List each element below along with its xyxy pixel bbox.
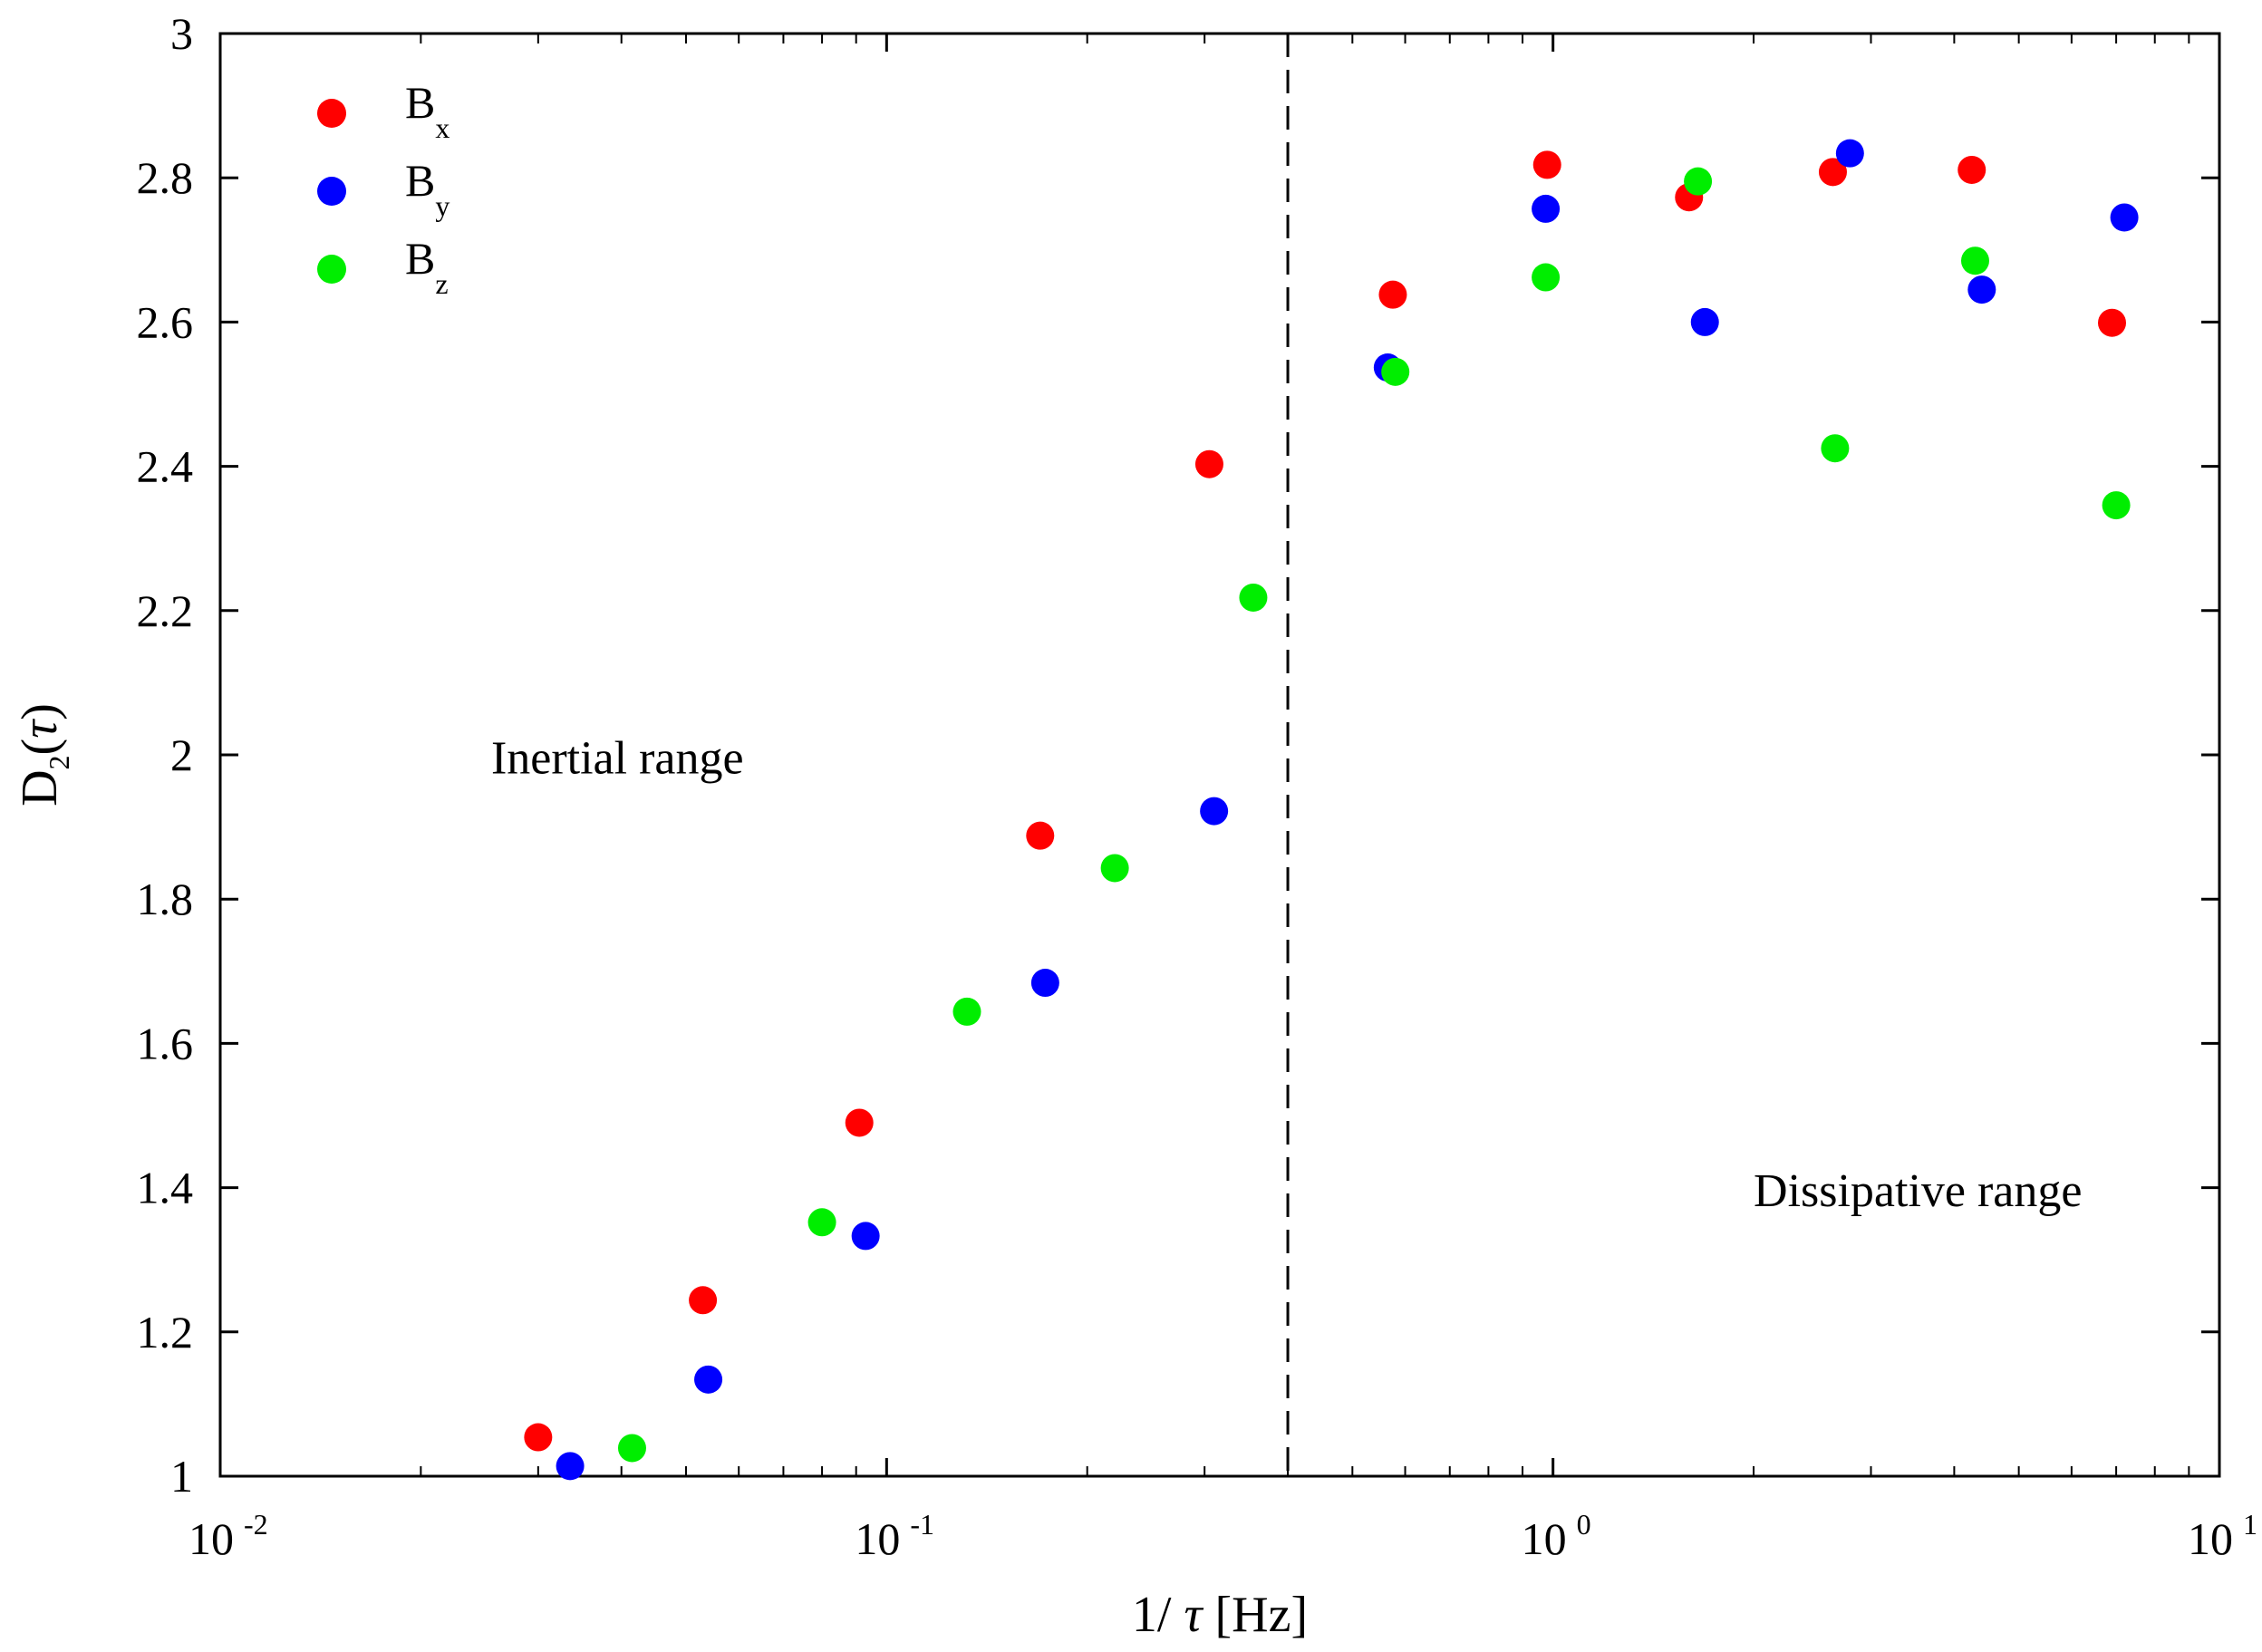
y-axis-title-symbol: τ <box>12 719 68 739</box>
legend: Bx By Bz <box>317 77 450 300</box>
tick-labels: 1 1.2 1.4 1.6 1.8 2 2.2 2.4 2.6 2.8 3 10 -2 10 -1 10 0 10… <box>137 8 2258 1564</box>
point-bx <box>845 1108 874 1137</box>
point-bx <box>1958 155 1986 184</box>
point-bx <box>1818 158 1847 187</box>
point-by <box>1200 797 1229 826</box>
x-axis-title-unit: [Hz] <box>1203 1587 1309 1643</box>
x-tick-exponent: 0 <box>1577 1508 1591 1541</box>
legend-label-bx-sub: x <box>435 111 450 144</box>
x-tick-exponent: -2 <box>244 1508 268 1541</box>
x-axis-title: 1/ τ [Hz] <box>1132 1587 1308 1643</box>
x-axis-title-symbol: τ <box>1184 1587 1204 1643</box>
point-bz <box>2102 491 2131 520</box>
legend-label-bx-main: B <box>405 77 435 128</box>
point-bz <box>1684 167 1713 196</box>
point-by <box>2110 203 2139 232</box>
point-bz <box>1532 263 1561 292</box>
y-tick-label: 1.6 <box>137 1018 194 1068</box>
y-axis-title-main: D <box>12 769 68 806</box>
y-axis-title: D2(τ) <box>12 703 75 807</box>
point-by <box>556 1452 585 1481</box>
x-tick-exponent: 1 <box>2243 1508 2257 1541</box>
x-tick-label: 10 <box>188 1513 234 1564</box>
y-tick-label: 2.8 <box>137 152 194 203</box>
point-by <box>851 1222 880 1251</box>
point-by <box>1532 194 1561 223</box>
point-bz <box>1960 246 1989 275</box>
legend-label-bz-sub: z <box>435 267 448 300</box>
point-bx <box>1026 821 1055 850</box>
annotation-dissipative-range: Dissipative range <box>1754 1165 2082 1217</box>
y-tick-label: 2.2 <box>137 585 194 636</box>
point-bx <box>1532 150 1561 179</box>
x-tick-exponent: -1 <box>910 1508 934 1541</box>
point-by <box>1030 969 1059 998</box>
legend-label-by-main: B <box>405 155 435 206</box>
point-bx <box>524 1423 553 1452</box>
y-tick-label: 1.8 <box>137 874 194 924</box>
legend-label-by: By <box>405 155 450 222</box>
series-bx <box>524 150 2127 1452</box>
x-tick-label: 10 <box>1522 1513 1567 1564</box>
legend-label-bz-main: B <box>405 233 435 284</box>
y-axis-title-subscript: 2 <box>43 755 75 769</box>
point-bx <box>1378 280 1407 309</box>
point-bz <box>617 1434 646 1463</box>
annotation-inertial-range: Inertial range <box>491 732 744 784</box>
y-tick-label: 1 <box>170 1451 193 1502</box>
point-bz <box>1381 357 1410 386</box>
point-bz <box>1100 854 1129 883</box>
point-by <box>1967 275 1996 304</box>
point-bx <box>689 1286 718 1315</box>
y-tick-label: 3 <box>170 8 193 59</box>
point-bx <box>2098 308 2127 337</box>
series-by <box>556 139 2139 1481</box>
legend-label-bx: Bx <box>405 77 450 144</box>
x-tick-label: 10 <box>2188 1513 2233 1564</box>
series-bz <box>617 167 2131 1463</box>
legend-marker-bz <box>317 255 346 284</box>
y-axis-title-open: ( <box>12 739 68 756</box>
point-by <box>694 1365 723 1394</box>
point-by <box>1690 307 1719 336</box>
point-bz <box>807 1208 836 1237</box>
data-points <box>524 139 2139 1481</box>
y-tick-label: 1.2 <box>137 1307 194 1357</box>
point-by <box>1835 139 1864 168</box>
y-tick-label: 2 <box>170 729 193 780</box>
legend-marker-bx <box>317 99 346 128</box>
y-tick-label: 2.4 <box>137 441 194 492</box>
y-axis-title-close: ) <box>12 703 68 720</box>
point-bz <box>1239 583 1268 612</box>
x-tick-label: 10 <box>855 1513 900 1564</box>
point-bx <box>1194 449 1223 478</box>
point-bz <box>1821 434 1850 463</box>
point-bz <box>952 997 981 1026</box>
axis-ticks <box>218 32 2221 1478</box>
y-tick-label: 2.6 <box>137 296 194 347</box>
legend-label-bz: Bz <box>405 233 449 300</box>
y-tick-label: 1.4 <box>137 1163 194 1213</box>
x-axis-title-prefix: 1/ <box>1132 1587 1184 1643</box>
legend-marker-by <box>317 177 346 206</box>
legend-label-by-sub: y <box>435 189 450 222</box>
